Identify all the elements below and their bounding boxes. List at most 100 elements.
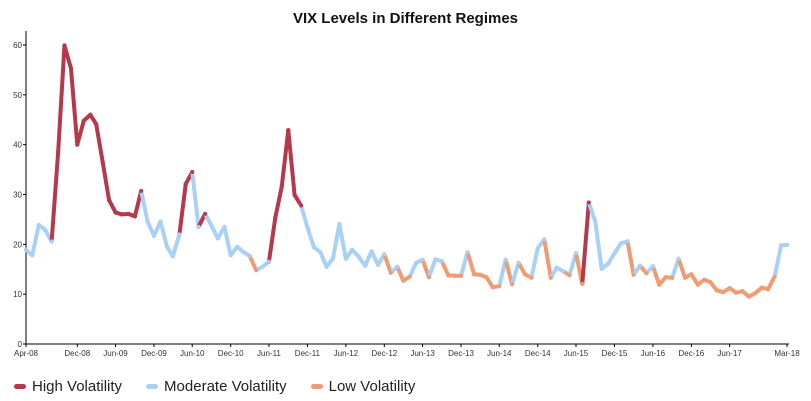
series-segment-high	[100, 160, 112, 202]
series-segment-moderate	[586, 200, 598, 224]
data-point-high	[113, 210, 118, 215]
data-point-low	[484, 275, 489, 280]
data-point-low	[472, 272, 477, 277]
legend-item-high: High Volatility	[14, 378, 122, 395]
data-point-low	[388, 270, 393, 275]
legend-swatch-moderate	[146, 384, 159, 389]
data-point-moderate	[170, 254, 175, 259]
data-point-moderate	[516, 260, 521, 265]
y-tick-label: 50	[13, 91, 22, 100]
data-point-moderate	[638, 263, 643, 268]
data-point-moderate	[439, 259, 444, 264]
y-tick-label: 0	[18, 340, 23, 349]
axes: 0 10 20 30 40 50 60 Apr-08 Dec-08 Jun-09 Dec-09 Jun…	[13, 31, 800, 358]
x-tick-label: Dec-11	[295, 349, 321, 358]
data-point-moderate	[535, 246, 540, 251]
data-point-low	[631, 272, 636, 277]
x-tick-label: Dec-15	[602, 349, 628, 358]
legend-label-low: Low Volatility	[328, 378, 416, 395]
data-point-moderate	[599, 266, 604, 271]
data-point-moderate	[593, 219, 598, 224]
x-tick-label: Dec-10	[218, 349, 244, 358]
data-point-low	[580, 281, 585, 286]
data-point-moderate	[356, 254, 361, 259]
data-point-high	[56, 150, 61, 155]
series-segment-moderate	[337, 221, 348, 261]
x-tick-label: Dec-08	[64, 349, 90, 358]
x-tick-label: Jun-15	[564, 349, 589, 358]
data-point-low	[759, 285, 764, 290]
data-point-low	[477, 272, 482, 277]
data-point-moderate	[650, 264, 655, 269]
data-point-low	[708, 280, 713, 285]
data-point-moderate	[612, 251, 617, 256]
series-segment-low	[625, 239, 636, 277]
series-segment-high	[68, 66, 80, 147]
data-point-low	[522, 272, 527, 277]
legend-swatch-low	[310, 384, 323, 389]
y-tick-label: 20	[13, 240, 22, 249]
data-point-low	[548, 275, 553, 280]
data-point-moderate	[222, 224, 227, 229]
data-point-moderate	[554, 265, 559, 270]
series-line	[24, 43, 789, 299]
y-tick-label: 60	[13, 41, 22, 50]
series-segment-high	[94, 122, 105, 165]
data-point-low	[644, 271, 649, 276]
series-segment-moderate	[459, 250, 470, 278]
x-tick-label: Jun-14	[487, 349, 512, 358]
data-point-high	[132, 214, 137, 219]
data-point-moderate	[465, 250, 470, 255]
data-point-high	[81, 118, 86, 123]
data-point-low	[683, 275, 688, 280]
data-point-moderate	[266, 259, 271, 264]
data-point-moderate	[420, 257, 425, 262]
data-point-low	[407, 274, 412, 279]
data-point-high	[203, 211, 208, 216]
data-point-moderate	[177, 232, 182, 237]
data-point-moderate	[311, 245, 316, 250]
series-segment-moderate	[299, 203, 310, 230]
chart-title: VIX Levels in Different Regimes	[292, 10, 519, 27]
data-point-moderate	[318, 250, 323, 255]
data-point-moderate	[241, 250, 246, 255]
series-segment-low	[516, 260, 527, 277]
data-point-low	[740, 289, 745, 294]
x-tick-label: Dec-09	[141, 349, 167, 358]
data-point-high	[183, 182, 188, 187]
data-point-high	[279, 184, 284, 189]
series-segment-low	[382, 252, 393, 275]
series-segment-moderate	[158, 219, 170, 249]
series-segment-moderate	[139, 188, 150, 224]
legend-item-low: Low Volatility	[310, 378, 416, 395]
data-point-moderate	[503, 257, 508, 262]
data-point-low	[657, 282, 662, 287]
x-tick-label: Jun-13	[410, 349, 435, 358]
data-point-low	[753, 291, 758, 296]
data-point-moderate	[542, 237, 547, 242]
series-segment-low	[676, 256, 688, 280]
series-segment-moderate	[670, 256, 681, 280]
data-point-low	[772, 274, 777, 279]
data-point-moderate	[30, 253, 35, 258]
data-point-moderate	[350, 247, 355, 252]
series-segment-low	[465, 250, 477, 277]
series-segment-moderate	[30, 222, 41, 258]
data-point-moderate	[376, 262, 381, 267]
legend-label-moderate: Moderate Volatility	[164, 378, 287, 395]
data-point-moderate	[618, 241, 623, 246]
data-point-low	[766, 287, 771, 292]
data-point-low	[401, 278, 406, 283]
legend: High Volatility Moderate Volatility Low …	[14, 378, 415, 395]
series-segment-moderate	[190, 170, 201, 229]
data-point-moderate	[561, 269, 566, 274]
data-point-moderate	[196, 224, 201, 229]
series-segment-moderate	[593, 219, 604, 271]
data-point-moderate	[145, 219, 150, 224]
series-segment-moderate	[606, 251, 617, 266]
data-point-high	[299, 203, 304, 208]
data-point-moderate	[779, 243, 784, 248]
data-point-low	[702, 277, 707, 282]
